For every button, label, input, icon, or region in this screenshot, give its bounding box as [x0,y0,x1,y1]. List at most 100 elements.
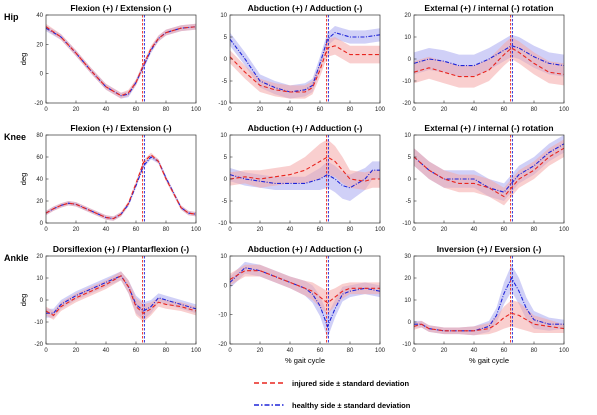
y-tick-label: 10 [36,276,43,282]
legend-injured-label: injured side ± standard deviation [292,379,409,388]
panel-title: Abduction (+) / Adduction (-) [248,3,363,13]
injured-sd-band [414,300,564,336]
y-tick-label: 0 [408,320,412,326]
injured-sd-band [46,23,196,99]
x-tick-label: 100 [559,348,570,354]
x-tick-label: 0 [228,107,232,113]
x-tick-label: 40 [287,227,294,233]
injured-mean-line [45,275,197,317]
panel-title: External (+) / internal (-) rotation [424,123,553,133]
x-tick-label: 100 [559,107,570,113]
panel-0-2: External (+) / internal (-) rotation 0 20 4… [402,3,569,113]
y-tick-label: -10 [402,79,411,85]
x-tick-label: 80 [531,107,538,113]
y-tick-label: 10 [220,254,227,260]
x-tick-label: 60 [133,227,140,233]
x-tick-label: 100 [375,227,386,233]
x-tick-label: 40 [287,107,294,113]
panel-0-0: Flexion (+) / Extension (-) 0 20 40 60 80 100 -… [19,3,202,113]
x-tick-label: 0 [228,227,232,233]
y-tick-label: -20 [34,342,43,348]
panel-title: Dorsiflexion (+) / Plantarflexion (-) [53,244,189,254]
y-tick-label: 5 [224,35,228,41]
y-tick-label: 20 [36,42,43,48]
y-axis-label: deg [19,294,28,307]
y-tick-label: 5 [408,155,412,161]
row-label-knee: Knee [4,132,26,142]
panel-title: Flexion (+) / Extension (-) [70,123,171,133]
x-tick-label: 60 [317,227,324,233]
x-tick-label: 100 [191,348,202,354]
x-tick-label: 100 [191,227,202,233]
axes-box [229,255,381,345]
x-tick-label: 0 [44,107,48,113]
y-tick-label: -10 [402,221,411,227]
y-tick-label: 0 [408,177,412,183]
injured-mean-line [229,270,380,304]
y-tick-label: 40 [36,177,43,183]
row-label-ankle: Ankle [4,253,29,263]
x-tick-label: 20 [257,227,264,233]
injured-sd-band [414,139,564,206]
injured-mean-line [413,147,565,198]
x-tick-label: 80 [531,227,538,233]
y-tick-label: -10 [218,101,227,107]
x-tick-label: 80 [163,227,170,233]
healthy-mean-line [229,31,381,93]
x-tick-label: 100 [375,107,386,113]
y-tick-label: -20 [218,342,227,348]
panel-2-0: Dorsiflexion (+) / Plantarflexion (-) 0 20… [19,244,202,354]
y-tick-label: 10 [220,13,227,19]
x-tick-label: 0 [412,227,416,233]
x-tick-label: 20 [73,348,80,354]
x-tick-label: 60 [133,348,140,354]
y-tick-label: 0 [40,298,44,304]
y-tick-label: -5 [222,199,228,205]
healthy-mean-line [414,276,564,332]
healthy-sd-band [230,26,380,99]
panel-2-2: Inversion (+) / Eversion (-)0 20 40 60 80 100… [402,244,569,365]
legend-healthy-label: healthy side ± standard deviation [292,401,411,410]
injured-mean-line [229,156,380,182]
x-tick-label: 60 [501,107,508,113]
y-tick-label: 0 [40,221,44,227]
x-tick-label: 80 [347,348,354,354]
y-tick-label: -10 [218,313,227,319]
x-tick-label: 60 [501,227,508,233]
y-tick-label: -5 [222,79,228,85]
x-tick-label: 20 [73,107,80,113]
y-tick-label: 10 [404,298,411,304]
axes-box [45,14,197,104]
y-tick-label: 20 [36,199,43,205]
y-tick-label: 5 [224,155,228,161]
x-tick-label: 20 [257,348,264,354]
panel-title: Abduction (+) / Adduction (-) [248,244,363,254]
x-tick-label: 80 [163,107,170,113]
injured-sd-band [230,264,380,315]
chart-panels: Flexion (+) / Extension (-)0 20 40 60 80 100-… [19,3,570,365]
x-tick-label: 0 [228,348,232,354]
x-tick-label: 20 [73,227,80,233]
injured-sd-band [414,37,564,88]
x-tick-label: 60 [133,107,140,113]
axes-box [45,134,197,224]
row-label-hip: Hip [4,12,19,22]
healthy-mean-line [45,156,197,220]
panel-1-1: Abduction (+) / Adduction (-) 0 20 40 60 80 10… [218,123,385,233]
y-tick-label: 0 [408,57,412,63]
y-tick-label: 20 [404,13,411,19]
legend: injured side ± standard deviation health… [254,379,411,410]
panel-title: Abduction (+) / Adduction (-) [248,123,363,133]
injured-sd-band [46,271,196,322]
x-axis-label: % gait cycle [285,356,325,365]
x-tick-label: 20 [441,107,448,113]
y-tick-label: 10 [404,35,411,41]
y-tick-label: -10 [218,221,227,227]
x-tick-label: 80 [347,227,354,233]
injured-sd-band [230,37,380,99]
panel-2-1: Abduction (+) / Adduction (-) 0 20 40 60 80 10… [218,244,385,365]
x-tick-label: 40 [103,107,110,113]
injured-mean-line [229,45,380,93]
x-tick-label: 20 [441,348,448,354]
